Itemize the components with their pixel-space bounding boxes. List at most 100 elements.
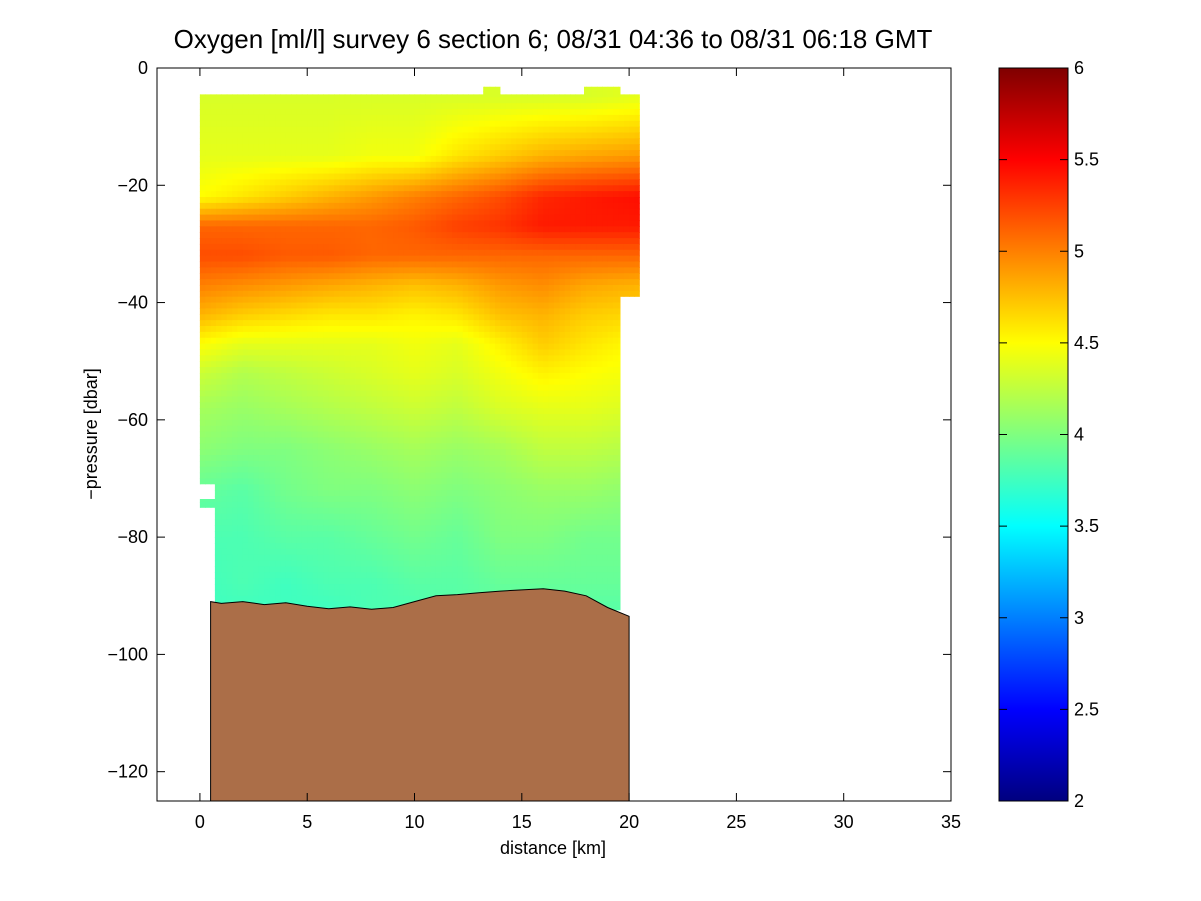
field-cell [264,208,271,216]
field-cell [430,355,437,362]
field-cell [398,349,405,356]
field-cell [344,132,351,139]
field-cell [334,455,340,462]
field-cell [414,595,421,603]
field-cell [360,114,367,122]
field-cell [221,396,228,403]
field-cell [409,343,416,351]
field-cell [317,372,324,380]
field-cell [280,284,287,292]
field-cell [339,419,346,427]
field-cell [366,255,373,263]
field-cell [387,191,394,198]
field-cell [301,595,308,603]
field-cell [275,191,281,198]
field-cell [291,126,298,134]
field-cell [441,114,448,122]
field-cell [419,378,426,386]
field-cell [317,91,324,98]
field-cell [409,361,416,368]
field-cell [226,396,233,403]
field-cell [334,91,340,98]
field-cell [264,126,271,134]
field-cell [301,402,308,409]
field-cell [323,554,330,562]
field-cell [226,431,233,439]
field-cell [457,566,464,573]
field-cell [301,138,308,145]
field-cell [248,220,255,227]
field-cell [462,279,469,286]
field-cell [216,97,222,104]
field-cell [387,202,394,210]
field-cell [366,501,373,509]
field-cell [237,290,244,298]
field-cell [360,413,367,421]
field-cell [360,126,367,134]
field-cell [232,425,239,433]
field-cell [199,378,206,386]
field-cell [210,273,217,280]
field-cell [441,232,448,239]
field-cell [462,349,469,356]
field-cell [264,431,271,439]
field-cell [376,537,383,544]
field-cell [414,584,421,591]
field-cell [237,103,244,110]
field-cell [366,390,373,397]
field-cell [216,548,222,556]
field-cell [430,484,437,491]
field-cell [435,279,442,286]
field-cell [205,132,212,139]
field-cell [462,531,469,538]
field-cell [301,390,308,397]
field-cell [430,431,437,439]
field-cell [441,548,448,556]
field-cell [452,402,459,409]
field-cell [371,214,378,222]
field-cell [409,103,416,110]
field-cell [468,109,475,116]
field-cell [210,238,217,245]
field-cell [232,197,239,204]
field-cell [425,572,432,579]
field-cell [280,314,287,321]
field-cell [264,290,271,298]
field-cell [371,91,378,98]
field-cell [301,109,308,116]
field-cell [328,208,335,216]
field-cell [280,589,287,597]
field-cell [323,261,330,268]
field-cell [350,443,357,450]
field-cell [221,343,228,351]
field-cell [366,296,373,304]
field-cell [242,267,249,274]
field-cell [339,572,346,579]
field-cell [221,466,228,474]
field-cell [232,367,239,374]
field-cell [382,114,389,122]
field-cell [425,273,432,280]
field-cell [296,478,303,485]
field-cell [355,214,362,222]
field-cell [334,220,340,227]
field-cell [237,191,244,198]
field-cell [398,531,405,538]
field-cell [221,191,228,198]
field-cell [366,331,373,339]
field-cell [210,460,217,468]
field-cell [296,243,303,251]
field-cell [323,443,330,450]
field-cell [376,396,383,403]
field-cell [334,314,340,321]
field-cell [355,443,362,450]
field-cell [317,103,324,110]
field-cell [269,261,276,268]
field-cell [371,197,378,204]
field-cell [317,367,324,374]
field-cell [258,402,265,409]
field-cell [323,566,330,573]
field-cell [430,243,437,251]
field-cell [242,179,249,186]
field-cell [419,437,426,444]
